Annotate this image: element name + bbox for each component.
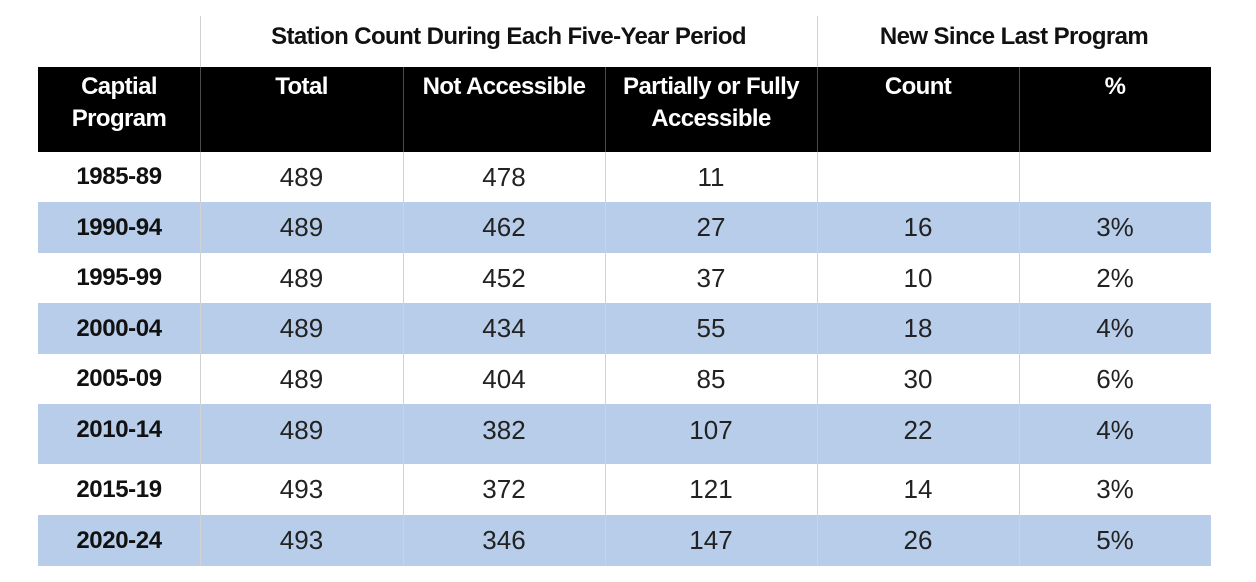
- table-row-background: [38, 202, 1211, 253]
- header-column-divider: [403, 67, 404, 152]
- table-cell: 22: [903, 414, 933, 445]
- table-cell: 16: [903, 212, 933, 242]
- table-cell: 372: [482, 474, 526, 504]
- table-cell: [817, 152, 1019, 202]
- table-cell: 3%: [1096, 474, 1134, 504]
- table-cell: 10: [903, 262, 933, 293]
- column-divider: [817, 16, 818, 67]
- table-cell: 382: [482, 414, 526, 445]
- table-cell: 147: [689, 525, 733, 555]
- table-cell: 489: [279, 212, 324, 242]
- table-cell: 489: [279, 414, 324, 445]
- table-cell: 478: [482, 161, 526, 192]
- column-header: Total: [275, 73, 328, 100]
- table-cell: 30: [903, 363, 933, 394]
- group-header: New Since Last Program: [879, 23, 1149, 50]
- table-cell: 55: [696, 313, 726, 343]
- table-cell: 11: [697, 161, 725, 192]
- table-cell: 37: [696, 262, 726, 293]
- column-header: Partially or Fully Accessible: [623, 73, 800, 132]
- column-divider: [403, 152, 404, 566]
- table-cell: 462: [482, 212, 526, 242]
- header-background: [38, 67, 1211, 152]
- row-label: 1995-99: [76, 264, 162, 291]
- table-row-background: [38, 404, 1211, 464]
- table-cell: 404: [482, 363, 526, 394]
- row-label: 2020-24: [76, 526, 162, 554]
- column-header: Count: [884, 73, 952, 100]
- table-cell: 107: [689, 414, 733, 445]
- row-label: 2005-09: [76, 365, 162, 392]
- table-cell: 18: [903, 313, 933, 343]
- table-cell: 452: [482, 262, 526, 293]
- table-cell: 2%: [1096, 262, 1134, 293]
- row-label: 2015-19: [76, 475, 162, 503]
- column-header: Not Accessible: [422, 73, 586, 100]
- table-cell: 121: [689, 474, 733, 504]
- table-cell: 489: [279, 363, 324, 394]
- header-column-divider: [605, 67, 606, 152]
- group-header: Station Count During Each Five-Year Peri…: [271, 23, 746, 50]
- table-cell: 3%: [1096, 212, 1134, 242]
- column-header: %: [1104, 73, 1126, 100]
- column-divider: [200, 16, 201, 67]
- table-cell: 434: [482, 313, 526, 343]
- table-cell: 489: [279, 262, 324, 293]
- table-cell: 14: [903, 474, 933, 504]
- header-column-divider: [1019, 67, 1020, 152]
- row-label: 1990-94: [76, 213, 162, 241]
- table-cell: 493: [279, 474, 324, 504]
- table-cell: 489: [279, 313, 324, 343]
- row-label: 1985-89: [76, 163, 162, 190]
- table-cell: 5%: [1096, 525, 1134, 555]
- table-cell: 6%: [1096, 363, 1134, 394]
- row-label: 2010-14: [76, 416, 162, 443]
- table-cell: 4%: [1096, 414, 1134, 445]
- column-header: Captial Program: [71, 73, 167, 132]
- column-divider: [200, 152, 201, 566]
- table-cell: 85: [696, 363, 726, 394]
- table-cell: 489: [279, 161, 324, 192]
- header-column-divider: [817, 67, 818, 152]
- header-column-divider: [200, 67, 201, 152]
- column-divider: [605, 152, 606, 566]
- table-row-background: [38, 515, 1211, 566]
- table-cell: 26: [903, 525, 933, 555]
- row-label: 2000-04: [76, 314, 162, 342]
- column-divider: [1019, 152, 1020, 566]
- table-row-background: [38, 303, 1211, 354]
- table-cell: 493: [279, 525, 324, 555]
- table-cell: 27: [696, 212, 726, 242]
- table-cell: 346: [482, 525, 526, 555]
- table-cell: 4%: [1096, 313, 1134, 343]
- table-cell: [1019, 152, 1211, 202]
- column-divider: [817, 152, 818, 566]
